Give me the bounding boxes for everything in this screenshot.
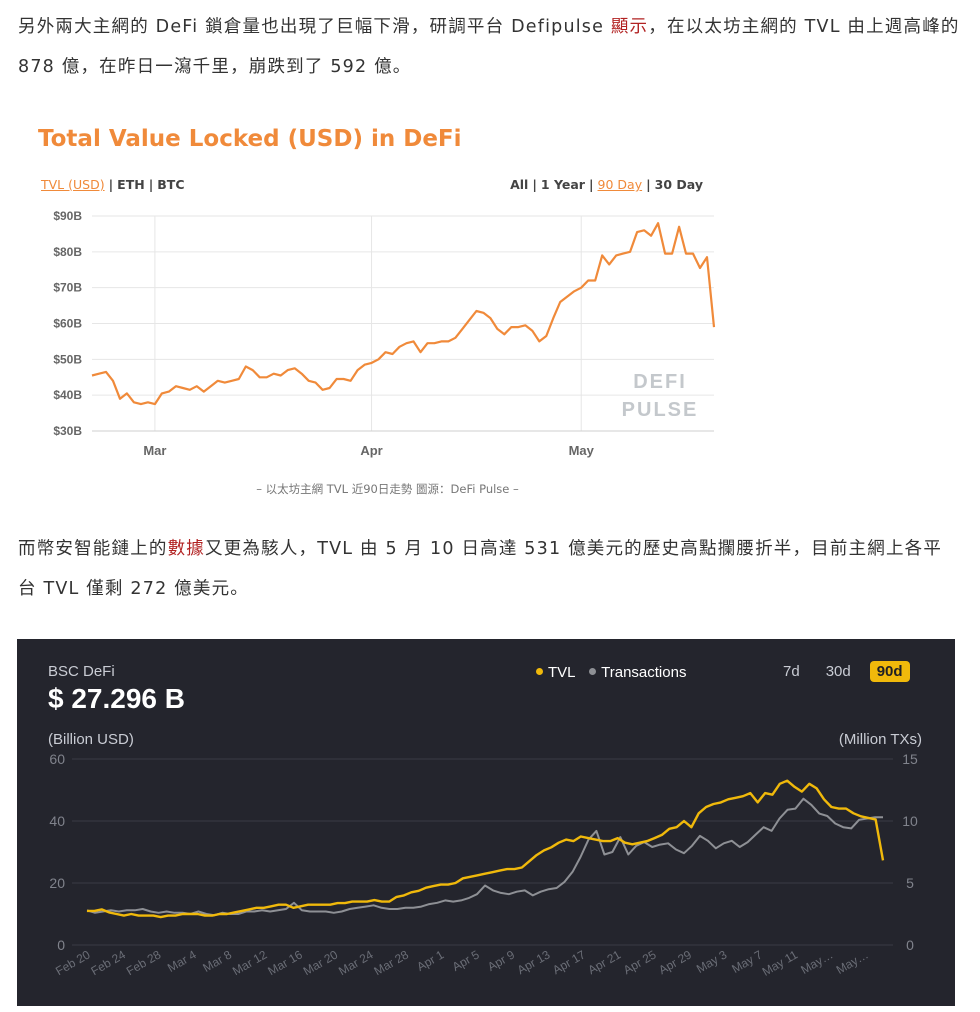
defipulse-plot: $30B $40B $50B $60B $70B $80B $90B Mar Apr May D… — [53, 209, 716, 458]
period-90d[interactable]: 90d — [869, 661, 910, 682]
tvl-series-line — [87, 779, 885, 919]
paragraph-2-text-b: 又更為駭人，TVL 由 5 月 10 日高達 531 億美元的歷史高點攔腰折半，… — [18, 539, 943, 599]
x-tick-label: Mar 4 — [165, 947, 199, 975]
x-tick-label: May — [569, 443, 595, 458]
legend-tvl[interactable]: TVL — [548, 664, 575, 681]
y-tick-label: $40B — [53, 388, 82, 402]
tvl-value: $ 27.296 B — [48, 683, 185, 714]
x-tick-label: Apr 17 — [550, 947, 588, 977]
tvl-legend-dot — [536, 668, 543, 675]
x-tick-label: Apr 5 — [450, 947, 482, 974]
range-separator: | — [532, 177, 537, 192]
range-separator: | — [588, 177, 594, 192]
x-tick-label: Mar 28 — [372, 947, 412, 978]
x-tick-label: Mar 16 — [265, 947, 305, 978]
y-tick-label-left: 20 — [49, 875, 65, 891]
x-tick-label: Feb 24 — [89, 947, 129, 978]
x-tick-label: Mar 24 — [336, 947, 376, 978]
tab-separator: | — [108, 177, 114, 192]
y-axis-label-left: (Billion USD) — [48, 731, 134, 748]
x-tick-label: Apr 13 — [515, 947, 553, 977]
currency-tabs: TVL (USD) | ETH | BTC — [41, 177, 185, 192]
x-tick-label: Apr 25 — [621, 947, 659, 977]
x-tick-label: Feb 28 — [124, 947, 164, 978]
chart-title: Total Value Locked (USD) in DeFi — [38, 126, 462, 152]
tab-tvl-usd[interactable]: TVL (USD) — [41, 177, 105, 192]
x-tick-label: Apr 9 — [485, 947, 517, 974]
range-tabs: All | 1 Year | 90 Day | 30 Day — [510, 177, 703, 192]
range-all[interactable]: All — [510, 177, 529, 192]
range-90-day[interactable]: 90 Day — [597, 177, 643, 192]
paragraph-2-text-a: 而幣安智能鏈上的 — [18, 539, 168, 559]
bsc-defi-chart: BSC DeFi $ 27.296 B TVL Transactions 7d 3… — [17, 639, 955, 1006]
y-tick-label: $80B — [53, 245, 82, 259]
y-tick-label: $70B — [53, 281, 82, 295]
x-tick-label: Mar 8 — [200, 947, 234, 975]
transactions-series-line — [86, 797, 883, 917]
paragraph-1-text-a: 另外兩大主網的 DeFi 鎖倉量也出現了巨幅下滑，研調平台 Defipulse — [18, 17, 611, 37]
tab-separator: | — [148, 177, 154, 192]
legend: TVL Transactions — [536, 664, 686, 681]
tvl-series-line — [91, 222, 716, 406]
x-tick-label: May… — [834, 947, 871, 976]
x-tick-label: Mar 20 — [301, 947, 341, 978]
y-tick-label-right: 5 — [906, 875, 914, 891]
y-tick-label: $50B — [53, 352, 82, 366]
tab-btc[interactable]: BTC — [157, 177, 185, 192]
period-30d[interactable]: 30d — [825, 663, 851, 680]
y-tick-label-left: 60 — [49, 751, 65, 767]
watermark-defi: DEFI — [633, 371, 687, 393]
x-tick-label: May… — [798, 947, 835, 976]
y-tick-label-right: 15 — [902, 751, 918, 767]
range-1-year[interactable]: 1 Year — [540, 177, 585, 192]
y-tick-label-right: 10 — [902, 813, 918, 829]
tx-legend-dot — [589, 668, 597, 675]
y-axis-label-right: (Million TXs) — [838, 731, 922, 748]
y-tick-label: $30B — [53, 424, 82, 438]
x-tick-label: Mar — [143, 443, 166, 458]
paragraph-1: 另外兩大主網的 DeFi 鎖倉量也出現了巨幅下滑，研調平台 Defipulse … — [18, 7, 960, 87]
range-30-day[interactable]: 30 Day — [654, 177, 703, 192]
x-tick-label: Mar 12 — [230, 947, 270, 978]
y-tick-label-right: 0 — [906, 937, 914, 953]
period-selector: 7d 30d 90d — [764, 661, 910, 682]
y-tick-label-left: 40 — [49, 813, 65, 829]
watermark-pulse: PULSE — [622, 399, 699, 421]
x-tick-label: Apr 29 — [656, 947, 694, 977]
defipulse-chart: Total Value Locked (USD) in DeFi TVL (US… — [20, 110, 730, 510]
x-tick-label: May 11 — [760, 947, 801, 979]
range-separator: | — [646, 177, 651, 192]
x-tick-label: Apr 21 — [586, 947, 624, 977]
y-tick-label: $90B — [53, 209, 82, 223]
source-link-defipulse[interactable]: 顯示 — [610, 17, 649, 37]
x-tick-label: May 7 — [729, 947, 765, 976]
source-link-data[interactable]: 數據 — [167, 539, 206, 559]
x-tick-label: May 3 — [694, 947, 730, 976]
period-7d[interactable]: 7d — [783, 663, 800, 680]
tab-eth[interactable]: ETH — [117, 177, 145, 192]
legend-transactions[interactable]: Transactions — [601, 664, 687, 681]
paragraph-2: 而幣安智能鏈上的數據又更為駭人，TVL 由 5 月 10 日高達 531 億美元… — [18, 529, 960, 609]
x-tick-label: Apr — [360, 443, 382, 458]
chart-caption: – 以太坊主網 TVL 近90日走勢 圖源：DeFi Pulse – — [256, 482, 519, 496]
chart-name: BSC DeFi — [48, 663, 115, 680]
y-tick-label-left: 0 — [57, 937, 65, 953]
y-tick-label: $60B — [53, 317, 82, 331]
x-tick-label: Apr 1 — [414, 947, 446, 974]
paragraph-1-text-b: ，在以太坊主網的 TVL 由上週高峰的 878 億，在昨日一瀉千里，崩跌到了 5… — [18, 17, 960, 77]
